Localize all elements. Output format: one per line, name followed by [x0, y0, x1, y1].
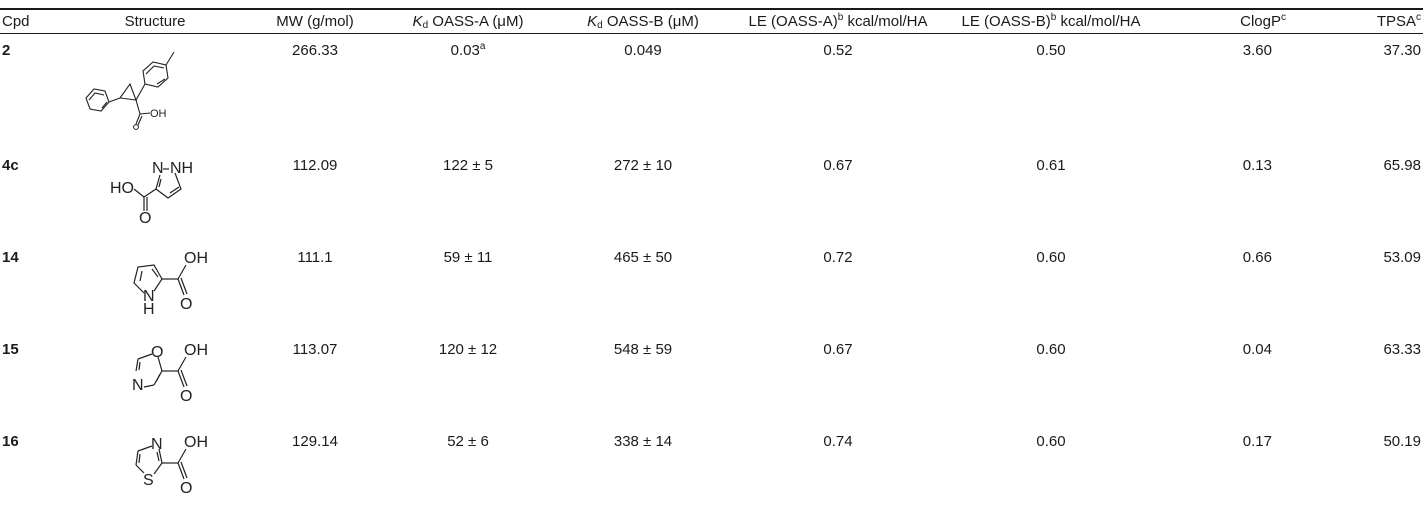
cyclopropane-carboxylic-acid-structure-icon: OH [62, 34, 248, 134]
kd-a-cell: 120 ± 12 [438, 341, 498, 358]
le-b-cell: 0.60 [1036, 341, 1066, 358]
le-a-cell: 0.74 [823, 433, 853, 450]
header-row: Cpd Structure MW (g/mol) Kd OASS-A (μM) … [0, 10, 1423, 33]
ring-n-label: N [143, 288, 155, 305]
cpd-cell: 16 [2, 433, 19, 450]
le-b-cell: 0.61 [1036, 157, 1066, 174]
table-row: 4c [0, 148, 1423, 240]
cpd-cell: 4c [2, 157, 19, 174]
carbonyl-o-label: O [180, 480, 192, 497]
le-a-cell: 0.52 [823, 42, 853, 59]
thiazole-carboxylic-acid-structure-icon: N S OH O [62, 427, 248, 499]
le-b-cell: 0.50 [1036, 42, 1066, 59]
header-clogp: ClogPc [1240, 12, 1286, 31]
tpsa-cell: 63.33 [1383, 341, 1421, 358]
structure-cell: N NH HO O [60, 148, 250, 240]
table-caption [0, 0, 1423, 8]
tpsa-cell: 50.19 [1383, 433, 1421, 450]
carbonyl-o-label: O [139, 210, 151, 225]
hydroxyl-label: OH [150, 108, 167, 120]
mw-cell: 266.33 [292, 42, 338, 59]
ring-h-label: H [143, 301, 155, 317]
top-rule [0, 8, 1423, 10]
header-structure: Structure [124, 13, 186, 30]
pyrazole-carboxylic-acid-structure-icon: N NH HO O [62, 151, 248, 225]
structure-cell: OH [60, 33, 250, 148]
header-kd-oass-b: Kd OASS-B (μM) [587, 13, 699, 31]
carbonyl-o-label: O [180, 296, 192, 313]
clogp-cell: 0.17 [1242, 433, 1272, 450]
cpd-cell: 2 [2, 42, 11, 59]
mw-cell: 112.09 [292, 157, 338, 174]
cpd-cell: 14 [2, 249, 19, 266]
structure-cell: O N OH O [60, 332, 250, 424]
kd-b-cell: 465 ± 50 [613, 249, 673, 266]
clogp-cell: 0.66 [1242, 249, 1272, 266]
kd-a-cell: 122 ± 5 [443, 157, 493, 174]
le-b-cell: 0.60 [1036, 433, 1066, 450]
hydroxyl-label: HO [110, 180, 134, 197]
table-row: 15 [0, 332, 1423, 424]
header-rule [0, 33, 1423, 34]
header-cpd: Cpd [2, 13, 30, 30]
le-a-cell: 0.67 [823, 341, 853, 358]
kd-b-cell: 548 ± 59 [613, 341, 673, 358]
kd-a-cell: 0.03a [450, 41, 486, 60]
header-le-oass-a: LE (OASS-A)b kcal/mol/HA [748, 12, 928, 31]
header-tpsa: TPSAc [1376, 12, 1421, 31]
le-b-cell: 0.60 [1036, 249, 1066, 266]
mw-cell: 111.1 [297, 249, 333, 266]
hydroxyl-label: OH [184, 434, 208, 451]
le-a-cell: 0.72 [823, 249, 853, 266]
kd-b-cell: 0.049 [624, 42, 662, 59]
table-row: 14 [0, 240, 1423, 332]
kd-b-cell: 272 ± 10 [613, 157, 673, 174]
structure-cell: OH N H O [60, 240, 250, 332]
ring-nh-label: NH [170, 160, 193, 177]
tpsa-cell: 37.30 [1383, 42, 1421, 59]
oxazole-carboxylic-acid-structure-icon: O N OH O [62, 335, 248, 409]
compound-table: Cpd Structure MW (g/mol) Kd OASS-A (μM) … [0, 10, 1423, 513]
mw-cell: 113.07 [292, 341, 338, 358]
header-mw: MW (g/mol) [276, 13, 354, 30]
cpd-cell: 15 [2, 341, 19, 358]
header-kd-oass-a: Kd OASS-A (μM) [412, 13, 524, 31]
hydroxyl-label: OH [184, 342, 208, 359]
kd-a-cell: 52 ± 6 [447, 433, 489, 450]
table-row: 16 [0, 424, 1423, 513]
clogp-cell: 0.04 [1242, 341, 1272, 358]
mw-cell: 129.14 [292, 433, 338, 450]
structure-cell: N S OH O [60, 424, 250, 513]
ring-s-label: S [143, 472, 154, 489]
kd-b-cell: 338 ± 14 [613, 433, 673, 450]
header-le-oass-b: LE (OASS-B)b kcal/mol/HA [961, 12, 1141, 31]
table-row: 2 [0, 33, 1423, 148]
clogp-cell: 3.60 [1242, 42, 1272, 59]
le-a-cell: 0.67 [823, 157, 853, 174]
kd-a-cell: 59 ± 11 [443, 249, 493, 266]
ring-n-label: N [132, 377, 144, 394]
ring-o-label: O [151, 344, 163, 361]
tpsa-cell: 53.09 [1383, 249, 1421, 266]
hydroxyl-label: OH [184, 250, 208, 267]
ring-n-label: N [152, 160, 164, 177]
tpsa-cell: 65.98 [1383, 157, 1421, 174]
pyrrole-carboxylic-acid-structure-icon: OH N H O [62, 243, 248, 317]
carbonyl-o-label: O [180, 388, 192, 405]
ring-n-label: N [151, 436, 163, 453]
clogp-cell: 0.13 [1242, 157, 1272, 174]
